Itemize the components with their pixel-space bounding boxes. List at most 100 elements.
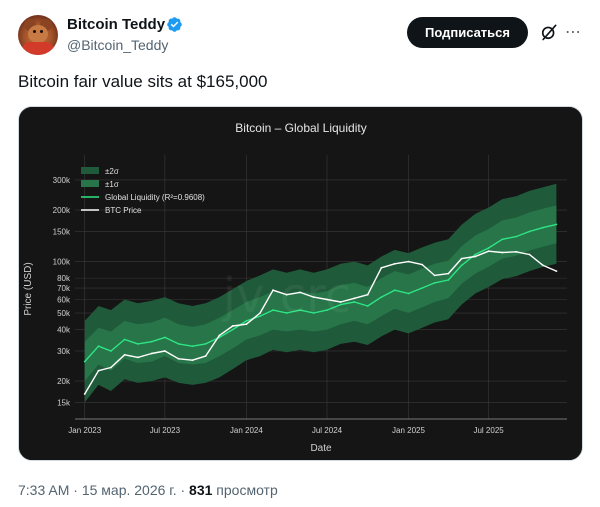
legend-label: BTC Price (105, 206, 142, 215)
data-point (353, 301, 356, 303)
data-point (366, 305, 369, 307)
data-point (393, 289, 396, 292)
data-point (97, 345, 100, 348)
y-tick-label: 20k (57, 377, 71, 386)
data-point (177, 343, 180, 345)
data-point (285, 293, 288, 296)
data-point (137, 343, 139, 345)
author-handle[interactable]: @Bitcoin_Teddy (67, 37, 169, 53)
data-point (285, 312, 288, 314)
x-tick-label: Jan 2025 (392, 426, 425, 435)
data-point (460, 257, 463, 260)
data-point (542, 226, 544, 229)
data-point (515, 235, 517, 238)
data-point (191, 345, 194, 348)
data-point (326, 309, 328, 311)
data-point (353, 297, 356, 300)
data-point (487, 250, 490, 253)
data-point (528, 230, 531, 233)
legend-swatch (81, 167, 99, 174)
data-point (231, 325, 234, 327)
x-tick-label: Jul 2025 (473, 426, 504, 435)
data-point (501, 238, 504, 241)
legend-label: ±1σ (105, 180, 119, 189)
y-tick-label: 70k (57, 284, 71, 293)
data-point (447, 279, 450, 281)
subscribe-button[interactable]: Подписаться (407, 17, 528, 48)
more-icon[interactable]: ⋯ (565, 24, 582, 41)
avatar-eye (40, 30, 43, 33)
avatar-face (28, 25, 48, 43)
author-display-name[interactable]: Bitcoin Teddy (67, 16, 166, 33)
data-point (110, 350, 112, 352)
meta-separator: · (69, 482, 82, 498)
y-tick-label: 50k (57, 309, 71, 318)
data-point (272, 309, 274, 311)
data-point (515, 250, 517, 253)
data-point (474, 253, 477, 256)
data-point (245, 320, 248, 322)
y-tick-label: 100k (53, 258, 71, 267)
x-tick-label: Jan 2024 (230, 426, 263, 435)
y-tick-label: 60k (57, 295, 71, 304)
y-tick-label: 300k (53, 176, 71, 185)
liquidity-chart: Bitcoin – Global Liquidity jv crc 15k 20k… (19, 107, 582, 460)
y-tick-label: 200k (53, 206, 71, 215)
data-point (97, 369, 100, 372)
data-point (407, 292, 410, 295)
data-point (259, 315, 261, 317)
data-point (380, 296, 383, 298)
views-label: просмотр (216, 482, 278, 498)
x-tick-label: Jul 2024 (312, 426, 343, 435)
tweet-meta: 7:33 AM · 15 мар. 2026 г. · 831 просмотр (18, 482, 278, 498)
data-point (299, 291, 301, 294)
data-point (259, 312, 261, 314)
tweet-media-chart[interactable]: Bitcoin – Global Liquidity jv crc 15k 20k… (18, 106, 583, 461)
data-point (366, 293, 369, 296)
tweet-date[interactable]: 15 мар. 2026 г. (81, 482, 177, 498)
data-point (393, 262, 396, 265)
data-point (137, 356, 139, 359)
data-point (501, 251, 504, 254)
data-point (421, 263, 424, 266)
y-tick-label: 80k (57, 274, 71, 283)
data-point (542, 264, 544, 267)
btc-price-line (84, 250, 557, 395)
data-point (312, 312, 315, 314)
tweet-time[interactable]: 7:33 AM (18, 482, 70, 498)
data-point (433, 274, 436, 277)
data-point (83, 393, 86, 395)
data-point (447, 272, 450, 275)
data-point (339, 303, 342, 306)
data-point (326, 298, 328, 301)
y-tick-label: 150k (53, 227, 71, 236)
data-point (312, 296, 315, 298)
data-point (474, 255, 477, 258)
data-point (555, 223, 558, 226)
data-point (555, 270, 558, 272)
data-point (528, 253, 531, 256)
data-point (218, 334, 221, 337)
x-tick-label: Jan 2023 (68, 426, 101, 435)
tweet-text: Bitcoin fair value sits at $165,000 (18, 72, 268, 91)
data-point (123, 353, 126, 356)
verified-badge-icon[interactable] (166, 16, 183, 33)
teddy-bear-avatar[interactable] (18, 15, 58, 55)
avatar-eye (33, 30, 36, 33)
grok-icon[interactable] (539, 22, 559, 42)
fair-value-line (84, 223, 557, 363)
data-point (164, 336, 166, 339)
data-point (150, 340, 153, 343)
data-point (487, 247, 490, 249)
data-point (164, 350, 166, 352)
data-point (204, 343, 207, 345)
data-point (231, 328, 234, 331)
data-point (110, 366, 112, 369)
data-point (407, 260, 410, 263)
y-tick-label: 15k (57, 398, 71, 407)
y-tick-label: 40k (57, 326, 71, 335)
data-point (191, 359, 194, 362)
data-point (460, 264, 463, 267)
views-count[interactable]: 831 (189, 482, 213, 498)
